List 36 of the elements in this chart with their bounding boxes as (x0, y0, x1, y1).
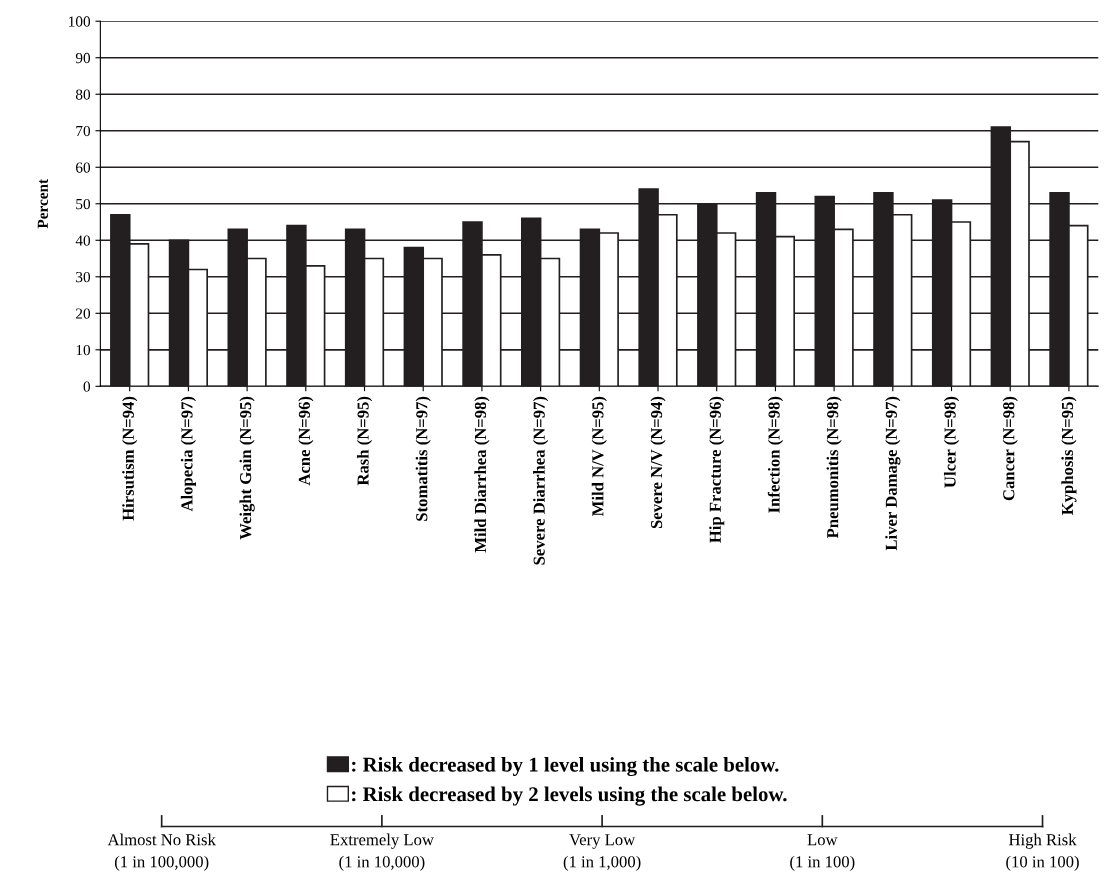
x-tick-label: Rash (N=95) (356, 396, 373, 486)
x-tick-label: Hirsutism (N=94) (122, 396, 138, 521)
x-tick-label: Severe N/V (N=94) (650, 396, 666, 529)
x-tick-label: Mild N/V (N=95) (591, 396, 607, 517)
x-tick-label: Ulcer (N=98) (943, 396, 960, 488)
text: Low (1 in 100) (790, 834, 855, 871)
legend-label: : Risk decreased by 1 level using the scale below. (352, 757, 779, 777)
text: High Risk (10 in 100) (1006, 833, 1079, 871)
x-tick-label: Infection (N=98) (767, 396, 784, 513)
legend-label: : Risk decreased by 2 levels using the scale below. (352, 786, 787, 806)
y-tick-label: 100 (69, 16, 91, 27)
x-tick-label: Mild Diarrhea (N=98) (474, 396, 490, 553)
y-tick-label: 90 (75, 52, 91, 64)
x-tick-label: Acne (N=96) (298, 396, 314, 486)
y-axis-title: Percent (37, 178, 48, 229)
y-tick-label: 80 (75, 89, 91, 100)
x-tick-label: Alopecia (N=97) (180, 396, 196, 512)
y-tick-label: 30 (76, 271, 91, 283)
y-tick-label: 20 (76, 308, 91, 319)
x-tick-label: Pneumonitis (N=98) (826, 396, 842, 539)
x-tick-label: Severe Diarrhea (N=97) (533, 396, 549, 565)
x-tick-label: Hip Fracture (N=96) (709, 396, 725, 543)
text: Almost No Risk (1 in 100,000) (107, 833, 216, 871)
x-tick-label: Liver Damage (N=97) (885, 396, 901, 551)
x-tick-label: Kyphosis (N=95) (1061, 396, 1077, 515)
text: Extremely Low (1 in 10,000) (330, 833, 434, 871)
x-tick-label: Stomatitis (N=97) (415, 396, 431, 521)
text: Very Low (1 in 1,000) (563, 834, 641, 871)
y-tick-label: 60 (76, 162, 91, 173)
y-tick-label: 50 (76, 198, 91, 210)
y-tick-label: 70 (76, 125, 91, 137)
y-tick-label: 10 (76, 344, 91, 356)
x-tick-label: Cancer (N=98) (1002, 396, 1018, 501)
y-tick-label: 0 (83, 381, 91, 392)
y-tick-label: 40 (75, 235, 91, 246)
x-tick-label: Weight Gain (N=95) (239, 396, 255, 540)
